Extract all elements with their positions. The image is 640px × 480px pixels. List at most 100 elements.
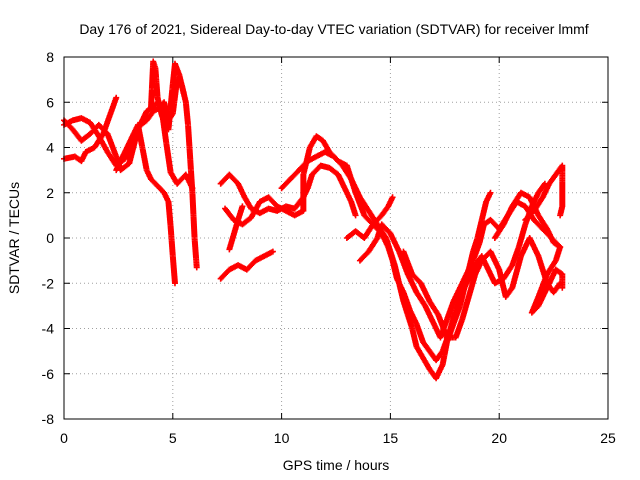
data-point-run — [248, 200, 263, 220]
data-point-run — [401, 250, 415, 276]
data-point-run — [154, 96, 165, 118]
data-point — [559, 284, 566, 291]
data-point-run — [167, 225, 176, 258]
data-point-run — [157, 186, 167, 195]
data-point-run — [536, 286, 550, 308]
data-point-run — [266, 195, 280, 209]
data-point-run — [396, 250, 411, 276]
data-point-run — [414, 345, 426, 360]
series-track-d — [113, 121, 178, 287]
series-track-m — [400, 235, 564, 341]
data-point-run — [165, 82, 176, 131]
data-point-run — [150, 60, 158, 70]
y-tick-label: 2 — [46, 185, 54, 201]
series-track-f — [217, 248, 276, 282]
data-point-run — [149, 177, 158, 186]
data-point-run — [516, 222, 528, 249]
data-point-run — [366, 209, 380, 227]
data-point-run — [105, 132, 119, 159]
series-track-k — [343, 180, 548, 364]
data-point-run — [288, 168, 301, 182]
x-tick-label: 20 — [491, 430, 507, 446]
data-point-run — [244, 258, 258, 272]
y-tick-labels: -8 -6 -4 -2 0 2 4 6 8 — [42, 49, 55, 427]
data-point-run — [79, 131, 92, 143]
data-point-run — [453, 317, 465, 340]
data-point-run — [144, 109, 156, 123]
data-point-run — [187, 157, 196, 195]
data-point-run — [222, 206, 236, 222]
data-point — [269, 248, 276, 255]
y-tick-label: -8 — [42, 411, 55, 427]
data-point — [389, 194, 396, 201]
data-point-run — [434, 349, 445, 362]
data-point — [557, 212, 564, 219]
data-point-run — [348, 177, 363, 199]
data-point-run — [169, 254, 178, 285]
data-point-run — [122, 132, 136, 154]
data-point-run — [509, 245, 522, 267]
data-point-run — [297, 159, 310, 172]
x-tick-label: 15 — [383, 430, 399, 446]
series-track-i — [226, 203, 246, 253]
y-tick-label: -6 — [42, 366, 55, 382]
data-point-run — [165, 200, 174, 229]
data-point-run — [335, 173, 350, 195]
data-point-run — [366, 236, 380, 254]
data-point-run — [357, 195, 371, 213]
series-track-b — [61, 94, 120, 165]
series-track-e — [148, 58, 187, 133]
data-point-run — [551, 281, 563, 295]
x-tick-labels: 0 5 10 15 20 25 — [60, 430, 616, 446]
data-point-run — [314, 134, 325, 143]
data-point-run — [551, 240, 562, 250]
data-point-run — [227, 172, 240, 186]
data-point-run — [331, 154, 345, 168]
y-tick-label: 6 — [46, 94, 54, 110]
data-point-run — [435, 313, 450, 340]
data-point — [352, 212, 359, 219]
y-tick-label: -4 — [42, 321, 55, 337]
data-point-run — [535, 272, 550, 299]
data-point-run — [476, 222, 487, 245]
data-point-run — [466, 272, 478, 299]
data-point-run — [446, 308, 459, 335]
data-point-run — [226, 218, 241, 251]
data-point-run — [554, 267, 564, 277]
data-point-run — [107, 96, 119, 118]
data-point-run — [532, 218, 545, 231]
data-point-run — [183, 100, 191, 127]
data-point-run — [531, 195, 545, 213]
data-point-run — [523, 208, 536, 222]
data-point-run — [503, 286, 515, 299]
data-point-run — [151, 106, 160, 114]
data-point-run — [300, 173, 307, 213]
data-point-run — [427, 299, 441, 317]
data-point-run — [509, 254, 524, 290]
data-point-run — [279, 177, 293, 191]
data-point-run — [410, 272, 423, 286]
data-point-run — [96, 134, 110, 154]
data-point-run — [163, 141, 174, 174]
data-point-run — [459, 295, 472, 321]
chart-title: Day 176 of 2021, Sidereal Day-to-day VTE… — [79, 21, 588, 37]
data-point-run — [152, 66, 161, 100]
data-point-run — [242, 195, 254, 211]
data-point-run — [547, 172, 558, 186]
data-point-run — [501, 263, 515, 281]
data-point-run — [529, 304, 541, 315]
data-point-run — [414, 322, 426, 344]
data-point-run — [185, 123, 194, 161]
data-point-run — [240, 215, 253, 227]
data-point-run — [405, 272, 419, 294]
grid-lines — [64, 57, 608, 419]
data-point-run — [388, 231, 402, 254]
series-track-n — [491, 189, 566, 316]
data-point-run — [501, 204, 515, 227]
x-tick-label: 25 — [600, 430, 616, 446]
data-point-run — [470, 241, 483, 263]
data-point — [193, 264, 200, 271]
plot-frame — [63, 56, 609, 420]
x-tick-label: 10 — [274, 430, 290, 446]
